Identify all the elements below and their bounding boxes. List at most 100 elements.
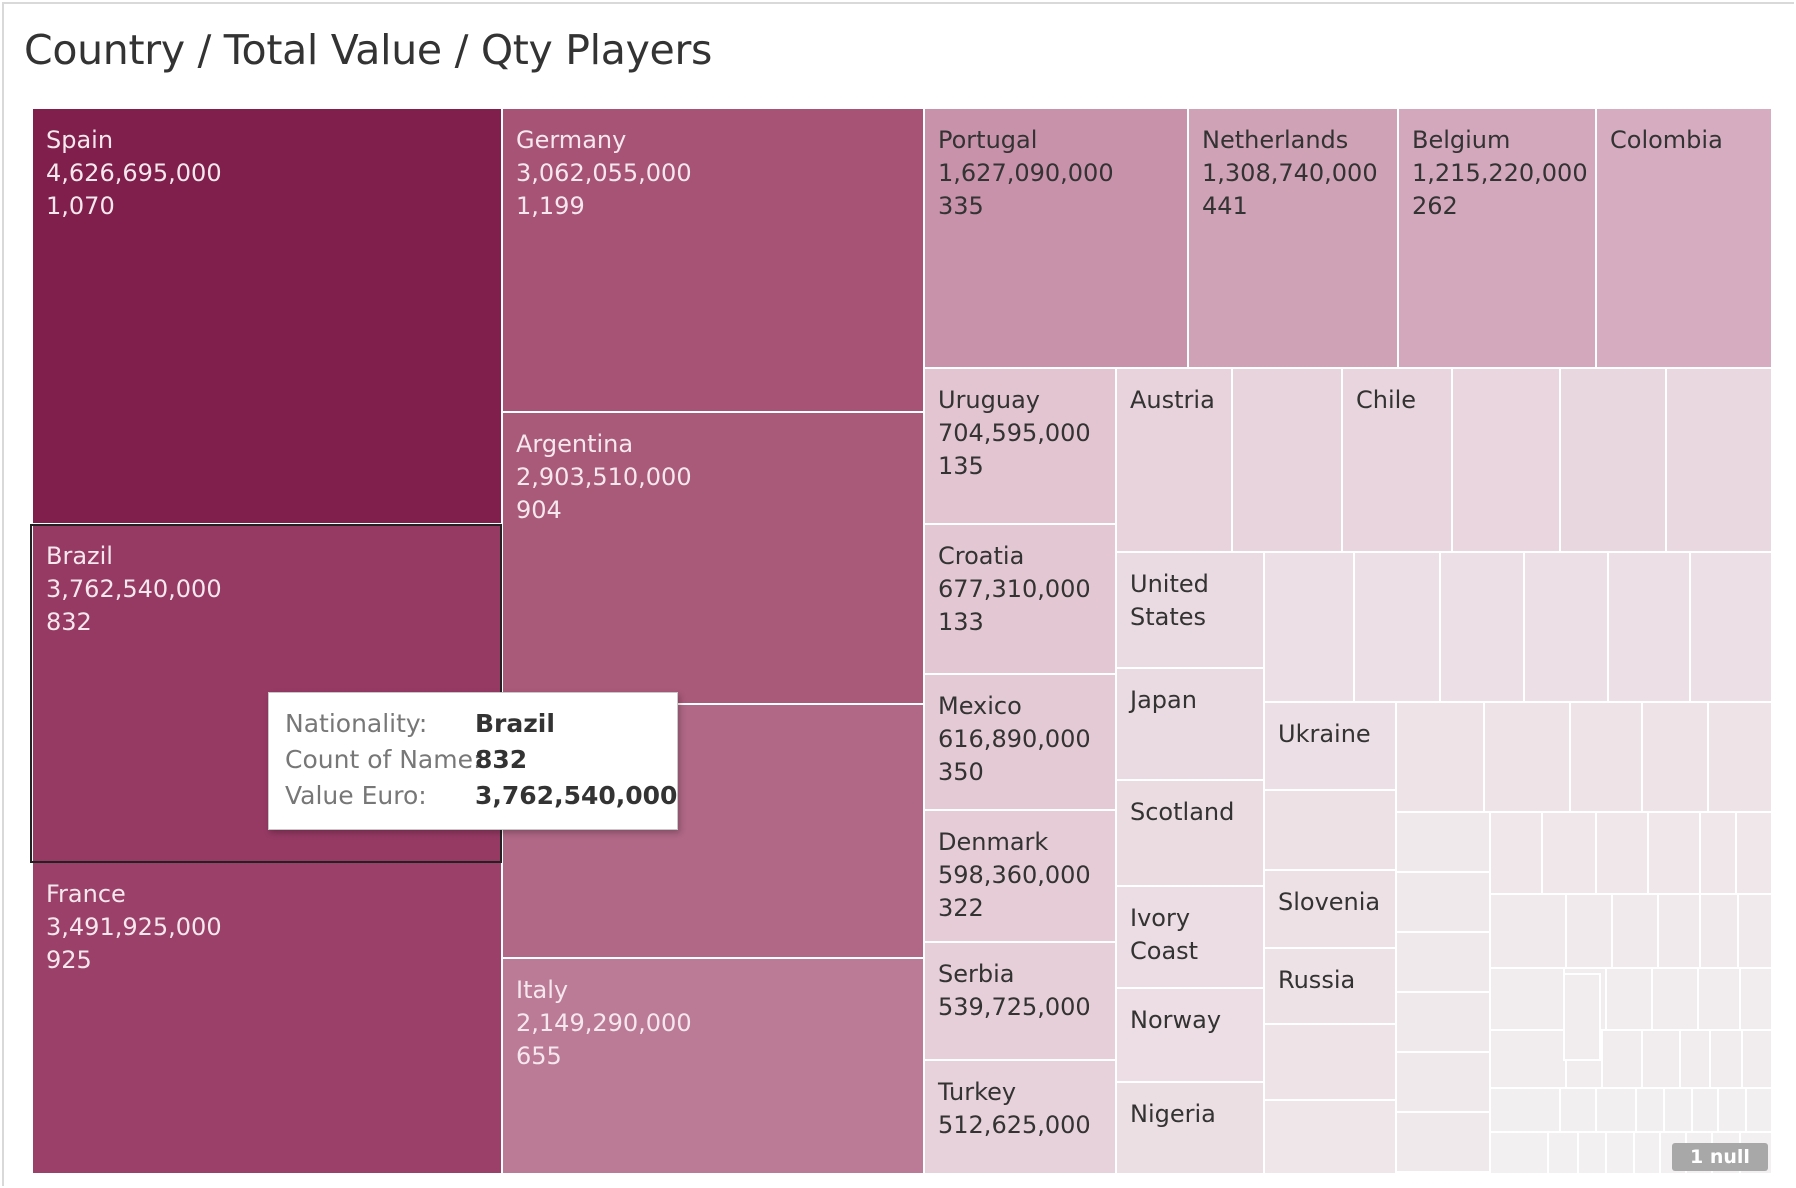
treemap-tile-small[interactable] (1657, 893, 1701, 969)
treemap-tile-small[interactable] (1569, 701, 1643, 813)
treemap-tile-japan[interactable] (1115, 667, 1265, 781)
treemap-tile-denmark[interactable] (923, 809, 1117, 943)
treemap-tile-mexico[interactable] (923, 673, 1117, 811)
treemap-tile-small[interactable] (1717, 1087, 1747, 1133)
treemap-tile-small[interactable] (1439, 551, 1525, 703)
tooltip-row-value: Value Euro: 3,762,540,000 (285, 781, 677, 810)
tooltip-value: 3,762,540,000 (475, 781, 678, 810)
tooltip-value: Brazil (475, 709, 555, 738)
treemap-tile-small[interactable] (1263, 789, 1397, 871)
treemap-tile-unlabeled[interactable] (1665, 367, 1773, 553)
treemap-tile-serbia[interactable] (923, 941, 1117, 1061)
treemap-tile-small[interactable] (1395, 811, 1491, 873)
tooltip-row-count: Count of Name:832 (285, 745, 527, 774)
treemap-tile-small[interactable] (1489, 893, 1567, 969)
treemap-tile-small[interactable] (1641, 1029, 1681, 1089)
treemap-tile-unlabeled[interactable] (501, 703, 925, 959)
treemap-tile-small[interactable] (1395, 701, 1485, 813)
treemap-tile-small[interactable] (1559, 1087, 1597, 1133)
treemap-tile-small[interactable] (1395, 871, 1491, 933)
treemap-tile-netherlands[interactable] (1187, 107, 1399, 369)
treemap-tile-small[interactable] (1541, 811, 1597, 895)
treemap-tile-small[interactable] (1489, 967, 1565, 1031)
treemap-tile-small[interactable] (1641, 701, 1709, 813)
treemap-tile-small[interactable] (1651, 967, 1699, 1031)
treemap-tile-united-states[interactable] (1115, 551, 1265, 669)
treemap-tile-small[interactable] (1647, 811, 1701, 895)
treemap-tile-italy[interactable] (501, 957, 925, 1175)
null-indicator-badge[interactable]: 1 null (1672, 1143, 1768, 1171)
treemap-tile-germany[interactable] (501, 107, 925, 413)
treemap-tile-colombia[interactable] (1595, 107, 1773, 369)
treemap-tile-small[interactable] (1741, 1029, 1773, 1089)
treemap-tile-argentina[interactable] (501, 411, 925, 705)
treemap-tile-small[interactable] (1635, 1087, 1665, 1133)
treemap-tile-small[interactable] (1263, 1023, 1397, 1101)
treemap-tile-russia[interactable] (1263, 947, 1397, 1025)
treemap-tile-portugal[interactable] (923, 107, 1189, 369)
treemap-tile-small[interactable] (1737, 893, 1773, 969)
treemap-tile-small[interactable] (1689, 551, 1773, 703)
treemap-tile-unlabeled[interactable] (1231, 367, 1343, 553)
treemap-tile-small[interactable] (1395, 1051, 1491, 1113)
treemap-tile-small[interactable] (1263, 551, 1355, 703)
treemap-tile-small[interactable] (1605, 1131, 1635, 1175)
treemap-tile-small[interactable] (1487, 811, 1543, 895)
treemap-tile-small[interactable] (1699, 811, 1737, 895)
treemap-tile-small[interactable] (1395, 931, 1491, 993)
treemap-tile-small[interactable] (1739, 967, 1773, 1031)
treemap-tile-unlabeled[interactable] (1559, 367, 1667, 553)
treemap-tile-small[interactable] (1489, 1131, 1549, 1175)
treemap-tile-small[interactable] (1565, 893, 1613, 969)
treemap-tile-small[interactable] (1745, 1087, 1773, 1133)
treemap-tile-small[interactable] (1563, 973, 1601, 1061)
treemap-tile-small[interactable] (1709, 1029, 1743, 1089)
treemap-tile-ivory-coast[interactable] (1115, 885, 1265, 989)
treemap-tile-small[interactable] (1707, 701, 1773, 813)
treemap-tile-norway[interactable] (1115, 987, 1265, 1083)
treemap-tile-small[interactable] (1395, 991, 1491, 1053)
treemap-tile-austria[interactable] (1115, 367, 1233, 553)
treemap-tile-small[interactable] (1353, 551, 1441, 703)
treemap-tile-small[interactable] (1263, 1099, 1397, 1175)
treemap-tile-small[interactable] (1633, 1131, 1661, 1175)
treemap-tile-small[interactable] (1595, 1087, 1637, 1133)
treemap-tile-unlabeled[interactable] (1451, 367, 1561, 553)
treemap-tile-small[interactable] (1601, 1029, 1643, 1089)
treemap-tile-spain[interactable] (31, 107, 503, 525)
treemap-tile-croatia[interactable] (923, 523, 1117, 675)
treemap-tile-small[interactable] (1483, 701, 1571, 813)
tooltip-key: Value Euro: (285, 781, 427, 810)
treemap-tile-small[interactable] (1577, 1131, 1607, 1175)
treemap-tile-nigeria[interactable] (1115, 1081, 1265, 1175)
treemap-tile-small[interactable] (1489, 1029, 1567, 1089)
treemap-tile-small[interactable] (1605, 967, 1653, 1031)
treemap-tile-small[interactable] (1691, 1087, 1719, 1133)
treemap-tile-turkey[interactable] (923, 1059, 1117, 1175)
treemap-tile-small[interactable] (1489, 1087, 1561, 1133)
treemap-tile-small[interactable] (1395, 1111, 1491, 1173)
treemap-tile-small[interactable] (1607, 551, 1691, 703)
treemap-tile-slovenia[interactable] (1263, 869, 1397, 949)
treemap-tile-small[interactable] (1611, 893, 1659, 969)
treemap-tile-small[interactable] (1595, 811, 1649, 895)
treemap-tile-small[interactable] (1679, 1029, 1711, 1089)
treemap-tile-small[interactable] (1697, 967, 1741, 1031)
tooltip: Nationality: Brazil Count of Name:832 Val… (268, 692, 678, 830)
tooltip-row-nationality: Nationality: Brazil (285, 709, 555, 738)
treemap-tile-belgium[interactable] (1397, 107, 1597, 369)
treemap-tile-small[interactable] (1735, 811, 1773, 895)
treemap-tile-chile[interactable] (1341, 367, 1453, 553)
treemap-tile-small[interactable] (1663, 1087, 1693, 1133)
treemap-tile-scotland[interactable] (1115, 779, 1265, 887)
tooltip-key: Count of Name: (285, 745, 482, 774)
treemap-tile-small[interactable] (1547, 1131, 1579, 1175)
treemap-tile-ukraine[interactable] (1263, 701, 1397, 791)
treemap-tile-uruguay[interactable] (923, 367, 1117, 525)
treemap-tile-france[interactable] (31, 861, 503, 1175)
tooltip-value: 832 (475, 745, 528, 774)
treemap-tile-small[interactable] (1523, 551, 1609, 703)
treemap-tile-small[interactable] (1699, 893, 1739, 969)
tooltip-key: Nationality: (285, 709, 428, 738)
